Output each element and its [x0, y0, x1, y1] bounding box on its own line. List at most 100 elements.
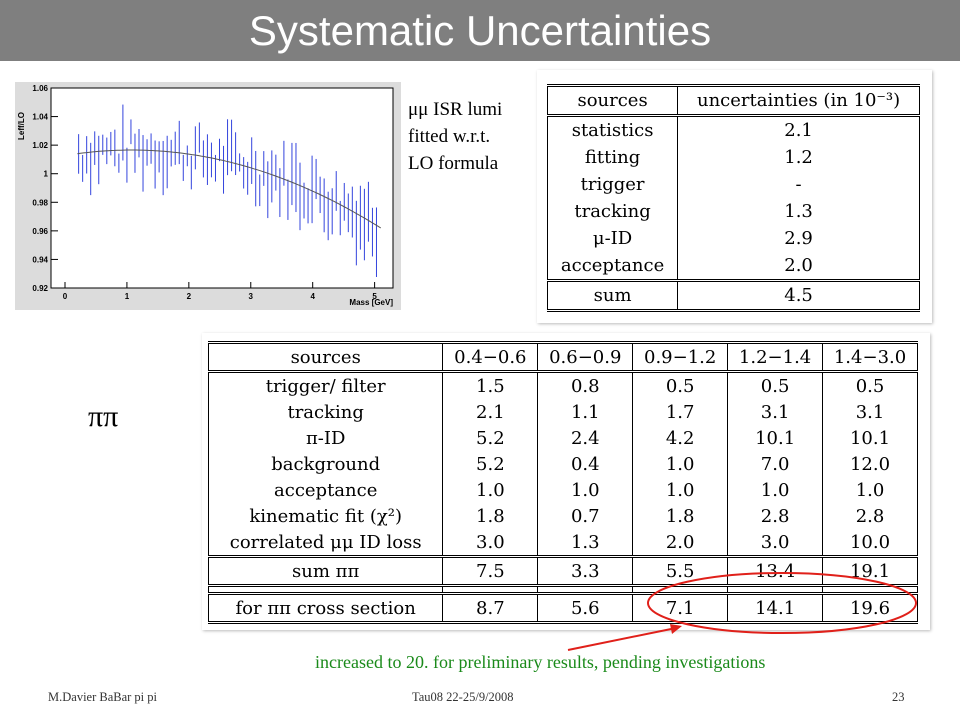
table-header: 0.6−0.9 [537, 342, 634, 372]
table-cell: 1.3 [537, 529, 634, 557]
x-tick-label: 0 [63, 292, 68, 301]
table-cell: 2.1 [442, 399, 539, 425]
mumu-uncertainty-table-panel: sources uncertainties (in 10⁻³) statisti… [537, 70, 932, 323]
table-cell: trigger [546, 171, 679, 198]
table-cell: 0.5 [632, 371, 729, 399]
table-sum-value: 5.5 [632, 556, 729, 586]
table-header: uncertainties (in 10⁻³) [677, 85, 920, 116]
x-tick-label: 5 [372, 292, 377, 301]
pipi-uncertainty-table-panel: sources 0.4−0.6 0.6−0.9 0.9−1.2 1.2−1.4 … [202, 333, 930, 630]
table-cross-value: 19.6 [822, 593, 918, 623]
footer-author: M.Davier BaBar pi pi [48, 690, 158, 704]
table-cell: 1.0 [632, 451, 729, 477]
table-cell: fitting [546, 144, 679, 171]
table-cell: tracking [207, 399, 444, 425]
table-cell: 10.1 [727, 425, 824, 451]
table-cell: 3.0 [727, 529, 824, 557]
table-cell: background [207, 451, 444, 477]
table-sum-value: 4.5 [677, 280, 920, 311]
table-cell: 1.1 [537, 399, 634, 425]
x-tick-label: 4 [310, 292, 315, 301]
table-cross-value: 14.1 [727, 593, 824, 623]
table-header: sources [546, 85, 679, 116]
table-sum-label: sum ππ [207, 556, 444, 586]
x-tick-label: 1 [125, 292, 130, 301]
table-cell: 5.2 [442, 425, 539, 451]
table-cell: 7.0 [727, 451, 824, 477]
table-cell: trigger/ filter [207, 371, 444, 399]
table-cross-label: for ππ cross section [207, 593, 444, 623]
table-cell: 0.4 [537, 451, 634, 477]
table-cell: 0.8 [537, 371, 634, 399]
slide-title: Systematic Uncertainties [248, 7, 712, 54]
plot-ticks: 0 1 2 3 4 5 1.06 1.04 1.02 1 0.98 0.96 0.94 0.92 [32, 84, 377, 301]
table-sum-label: sum [546, 280, 679, 311]
table-header: sources [207, 342, 444, 372]
y-tick-label: 1.02 [32, 141, 48, 150]
y-tick-label: 1.04 [32, 113, 48, 122]
plot-points [78, 104, 377, 277]
table-cell: 2.8 [822, 503, 918, 529]
table-cell: 2.8 [727, 503, 824, 529]
mumu-note-line: fitted w.r.t. [408, 126, 491, 147]
table-cell: tracking [546, 198, 679, 225]
table-cell: 1.0 [537, 477, 634, 503]
table-cell: 1.8 [632, 503, 729, 529]
plot-ylabel: Leff/LO [17, 112, 26, 140]
table-cross-value: 8.7 [442, 593, 539, 623]
y-tick-label: 0.96 [32, 227, 48, 236]
table-cell: - [677, 171, 920, 198]
table-cell: 10.1 [822, 425, 918, 451]
table-cell: 1.5 [442, 371, 539, 399]
table-cell: μ-ID [546, 225, 679, 252]
plot-fit-curve [77, 149, 382, 229]
table-header: 0.4−0.6 [442, 342, 539, 372]
table-header: 0.9−1.2 [632, 342, 729, 372]
table-cell: 4.2 [632, 425, 729, 451]
table-cell: 2.0 [632, 529, 729, 557]
table-header: 1.2−1.4 [727, 342, 824, 372]
mumu-note: μμ ISR lumi fitted w.r.t. LO formula [408, 96, 502, 177]
table-cell: 5.2 [442, 451, 539, 477]
y-tick-label: 0.98 [32, 198, 48, 207]
table-cell: 0.5 [727, 371, 824, 399]
plot-frame [50, 87, 394, 289]
table-cell: 2.1 [677, 115, 920, 144]
table-header: 1.4−3.0 [822, 342, 918, 372]
table-cell: statistics [546, 115, 679, 144]
mumu-note-line: μμ ISR lumi [408, 99, 503, 120]
y-tick-label: 0.92 [32, 284, 48, 293]
table-cross-value: 5.6 [537, 593, 634, 623]
plot-xlabel: Mass [GeV] [349, 298, 393, 307]
table-cell: 1.0 [442, 477, 539, 503]
table-cell: 12.0 [822, 451, 918, 477]
x-tick-label: 2 [187, 292, 192, 301]
table-sum-value: 13.4 [727, 556, 824, 586]
annotation-arrow [567, 627, 677, 651]
pipi-uncertainty-table: sources 0.4−0.6 0.6−0.9 0.9−1.2 1.2−1.4 … [207, 341, 918, 624]
footnote: increased to 20. for preliminary results… [315, 652, 766, 672]
table-cell: kinematic fit (χ²) [207, 503, 444, 529]
table-sum-value: 7.5 [442, 556, 539, 586]
table-cell: 3.0 [442, 529, 539, 557]
pipi-label: ππ [88, 400, 119, 433]
table-cell: 0.5 [822, 371, 918, 399]
table-cell: 10.0 [822, 529, 918, 557]
table-cell: 1.0 [632, 477, 729, 503]
table-cell: 1.7 [632, 399, 729, 425]
table-cell: 1.0 [822, 477, 918, 503]
table-cell: 0.7 [537, 503, 634, 529]
table-cell: π-ID [207, 425, 444, 451]
table-cross-value: 7.1 [632, 593, 729, 623]
table-cell: 1.0 [727, 477, 824, 503]
table-sum-value: 3.3 [537, 556, 634, 586]
table-cell: acceptance [546, 252, 679, 281]
table-cell: 2.0 [677, 252, 920, 281]
x-tick-label: 3 [249, 292, 254, 301]
mumu-uncertainty-table: sources uncertainties (in 10⁻³) statisti… [546, 84, 920, 312]
table-cell: correlated μμ ID loss [207, 529, 444, 557]
table-sum-value: 19.1 [822, 556, 918, 586]
footer-event: Tau08 22-25/9/2008 [412, 690, 514, 704]
table-cell: 2.9 [677, 225, 920, 252]
plot-canvas: Leff/LO Mass [GeV] 0 1 2 3 4 5 1.06 1.04 1.02 1 0.… [17, 84, 394, 307]
